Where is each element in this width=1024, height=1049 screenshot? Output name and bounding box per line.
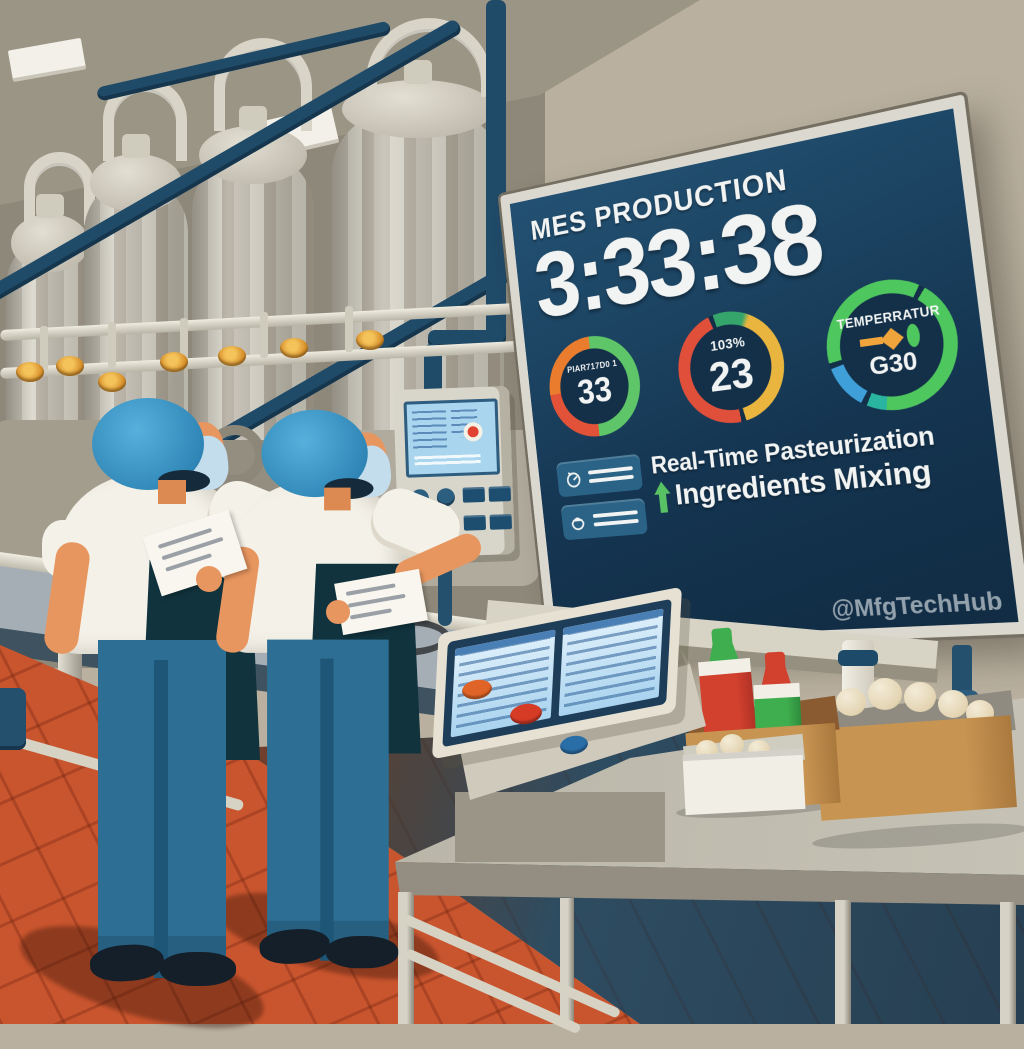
up-arrow-icon [652,480,673,514]
cardboard-box [815,715,1017,821]
mixing-list-button[interactable] [560,497,649,541]
worker [212,404,497,1004]
worker-hand [326,600,350,624]
console-pedestal [455,792,665,862]
gauge-value: 33 [575,368,614,412]
navy-pipe [0,688,26,750]
cheese-ball [720,734,744,756]
pipe-collar [838,650,878,666]
valve-wheel [160,352,188,372]
white-box [682,748,806,816]
worker-hand [196,566,222,592]
display-content: MES PRODUCTION 3:33:38 PIAR717D0 1 33 10… [510,108,1019,641]
valve-wheel [16,362,44,382]
pipe-stub [260,312,268,358]
cheese-ball [938,690,968,718]
mes-display-board: MES PRODUCTION 3:33:38 PIAR717D0 1 33 10… [500,94,1024,653]
tank-arch-pipe [213,38,312,131]
worker-shoe [326,936,399,969]
gauge-batch: PIAR717D0 1 33 [544,329,646,442]
valve-wheel [218,346,246,366]
gauge-value: 23 [706,348,756,401]
pipe-stub [40,326,48,372]
badge-text-lines [592,510,639,527]
console-screen-right[interactable] [558,608,664,717]
navy-pipe [486,0,506,345]
pipe-stub [345,306,353,352]
pasteurization-list-button[interactable] [555,453,644,498]
cheese-ball [904,682,936,712]
cheese-ball [836,688,866,716]
table-leg [560,898,574,1024]
gauge-temperature: TEMPERRATUR G30 [819,269,966,418]
timer-gauge-icon [564,468,583,488]
status-badges [555,453,649,541]
worker-pants [98,640,226,978]
valve-wheel [56,356,84,376]
kettle-icon [569,512,588,532]
cheese-ball [868,678,902,710]
gauge-value: G30 [867,346,919,382]
table-leg [1000,902,1016,1024]
watermark-handle: @MfgTechHub [829,586,1004,623]
gauge-percent: 103% 23 [672,303,791,429]
worker-shoe [160,952,236,986]
worker-neck [158,480,186,504]
pipe-stub [108,322,116,368]
pipe-stub [180,318,188,364]
tank-arch-pipe [23,152,95,225]
valve-wheel [356,330,384,350]
valve-wheel [280,338,308,358]
badge-text-lines [587,466,634,484]
table-leg [835,900,851,1024]
worker-pants [267,639,389,961]
valve-wheel [98,372,126,392]
worker-neck [324,487,351,511]
